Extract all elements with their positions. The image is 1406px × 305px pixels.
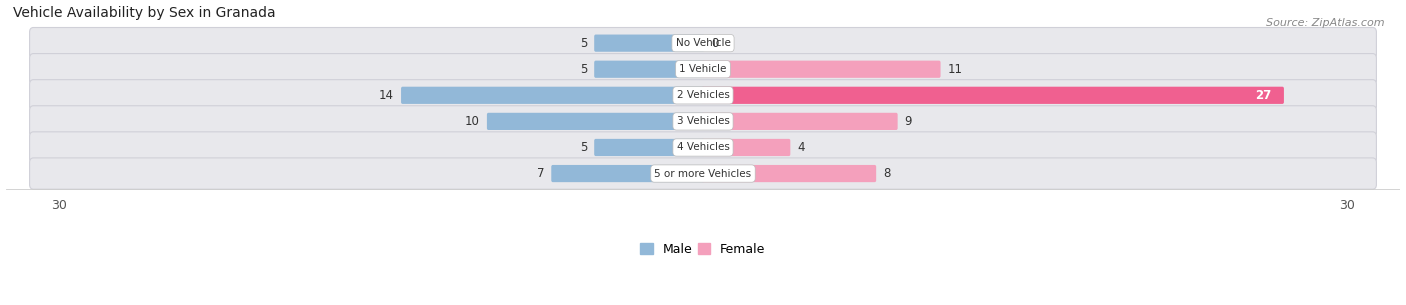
Text: 4: 4 [797,141,804,154]
FancyBboxPatch shape [30,54,1376,85]
Text: 5: 5 [579,63,588,76]
FancyBboxPatch shape [595,34,704,52]
Text: 4 Vehicles: 4 Vehicles [676,142,730,152]
Text: 5 or more Vehicles: 5 or more Vehicles [654,169,752,178]
FancyBboxPatch shape [702,139,790,156]
FancyBboxPatch shape [401,87,704,104]
Text: 27: 27 [1256,89,1271,102]
Text: 3 Vehicles: 3 Vehicles [676,117,730,126]
Text: Source: ZipAtlas.com: Source: ZipAtlas.com [1267,18,1385,28]
Text: 9: 9 [904,115,912,128]
FancyBboxPatch shape [595,61,704,78]
FancyBboxPatch shape [30,27,1376,59]
FancyBboxPatch shape [30,132,1376,163]
Text: 5: 5 [579,37,588,50]
FancyBboxPatch shape [702,113,897,130]
FancyBboxPatch shape [702,165,876,182]
Text: 11: 11 [948,63,963,76]
FancyBboxPatch shape [30,158,1376,189]
Text: 10: 10 [465,115,479,128]
Text: 8: 8 [883,167,890,180]
Text: 14: 14 [380,89,394,102]
Legend: Male, Female: Male, Female [641,243,765,256]
FancyBboxPatch shape [702,61,941,78]
Text: 1 Vehicle: 1 Vehicle [679,64,727,74]
FancyBboxPatch shape [30,106,1376,137]
FancyBboxPatch shape [30,80,1376,111]
Text: Vehicle Availability by Sex in Granada: Vehicle Availability by Sex in Granada [13,5,276,20]
FancyBboxPatch shape [595,139,704,156]
FancyBboxPatch shape [551,165,704,182]
FancyBboxPatch shape [702,87,1284,104]
Text: 2 Vehicles: 2 Vehicles [676,90,730,100]
Text: 7: 7 [537,167,544,180]
Text: 5: 5 [579,141,588,154]
Text: 0: 0 [711,37,718,50]
Text: No Vehicle: No Vehicle [675,38,731,48]
FancyBboxPatch shape [486,113,704,130]
